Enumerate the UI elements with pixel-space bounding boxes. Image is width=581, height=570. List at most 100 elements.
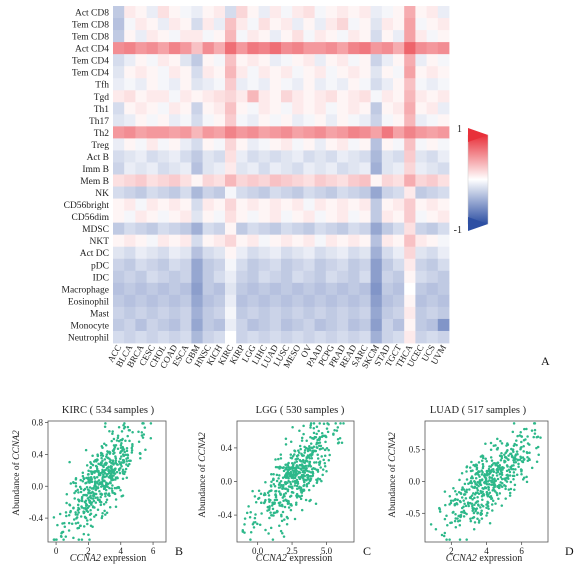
scatter-point [86,473,90,476]
scatter-point [513,483,517,487]
heatmap-cell [213,102,226,115]
scatter-point [503,460,506,464]
scatter-point [489,456,493,459]
heatmap-cell [113,174,125,187]
heatmap-cell [404,102,416,115]
scatter-point [94,501,98,504]
scatter-point [307,477,310,480]
scatter-point [517,462,520,466]
scatter-point [283,481,287,484]
scatter-point [489,441,493,445]
heatmap-cell [381,18,394,31]
scatter-point [68,504,72,507]
heatmap-cell [146,198,159,212]
heatmap-row-label: Mem B [80,177,109,187]
scatter-point [316,441,320,445]
scatter-point [473,521,477,524]
scatter-point [111,432,114,436]
heatmap-cell [426,66,439,79]
heatmap-cell [314,210,327,224]
scatter-point [101,446,104,450]
scatter-point [98,490,101,493]
heatmap-cell [213,30,226,43]
heatmap-cell [292,126,304,139]
scatter-point [108,457,111,460]
heatmap-cell [213,66,226,79]
scatter-panel-lgg: LGG ( 530 samples ) 0.0 2.5 5.00.40.0-0.4 … [197,405,371,564]
scatter-point [492,483,495,486]
heatmap-cell [393,186,405,199]
scatter-point [291,455,295,458]
scatter-point [476,496,479,499]
heatmap-cell [113,330,125,344]
y-tick-label: 0.0 [221,477,233,487]
scatter-point [112,474,115,477]
scatter-point [277,501,281,505]
heatmap-cell [146,66,159,79]
scatter-point [282,493,286,496]
heatmap-cell [213,330,226,344]
scatter-point [525,475,528,479]
scatter-point [500,442,504,445]
heatmap-cell [146,222,159,236]
heatmap-cell [236,246,248,260]
scatter-point [438,510,442,513]
heatmap-cell [370,198,383,212]
scatter-point [323,462,327,465]
heatmap-cell [269,162,282,175]
heatmap-cell [437,18,450,31]
scatter-point [454,525,458,529]
scatter-point [131,431,134,434]
heatmap-cell [359,150,371,163]
heatmap-cell [359,282,371,296]
heatmap-cell [314,150,327,163]
heatmap-cell [393,18,405,31]
y-tick-label: -0.4 [218,510,233,520]
scatter-point [280,503,284,507]
heatmap-cell [236,270,248,284]
scatter-point [477,484,480,488]
heatmap-cell [426,234,439,248]
scatter-point [300,494,304,498]
heatmap-cell [135,54,147,67]
heatmap-cell [269,222,282,236]
scatter-point [107,469,111,472]
heatmap-cell [146,210,159,224]
scatter-title-lgg: LGG ( 530 samples ) [256,405,345,416]
heatmap-cell [393,114,405,127]
scatter-point [130,448,134,452]
scatter-point [108,481,112,484]
scatter-point [308,446,311,450]
heatmap-cell [359,90,371,103]
heatmap-cell [258,30,271,43]
heatmap-cell [359,126,371,139]
x-tick-label: 6 [519,546,524,556]
heatmap-cell [146,330,159,344]
heatmap-cell [191,114,203,127]
scatter-point [300,439,304,442]
heatmap-cell [303,42,315,55]
heatmap-cell [348,78,360,91]
scatter-point [517,465,520,469]
heatmap-cell [337,282,349,296]
heatmap-row-label: Imm B [82,165,109,175]
scatter-point [126,425,130,429]
scatter-point [121,458,125,462]
heatmap-cell [415,282,427,296]
heatmap-cell [269,126,282,139]
scatter-point [499,472,503,475]
heatmap-cell [426,138,439,151]
heatmap-cell [146,78,159,91]
heatmap-cell [247,198,259,212]
heatmap-cell [303,294,315,308]
heatmap-cell [314,330,327,344]
scatter-point [77,511,80,514]
heatmap-cell [381,150,394,163]
scatter-point [61,522,64,525]
heatmap-cell [348,270,360,284]
heatmap-cell [157,78,170,91]
scatter-point [119,446,123,450]
heatmap-cell [370,42,383,55]
heatmap-cell [337,90,349,103]
scatter-point [312,484,315,488]
